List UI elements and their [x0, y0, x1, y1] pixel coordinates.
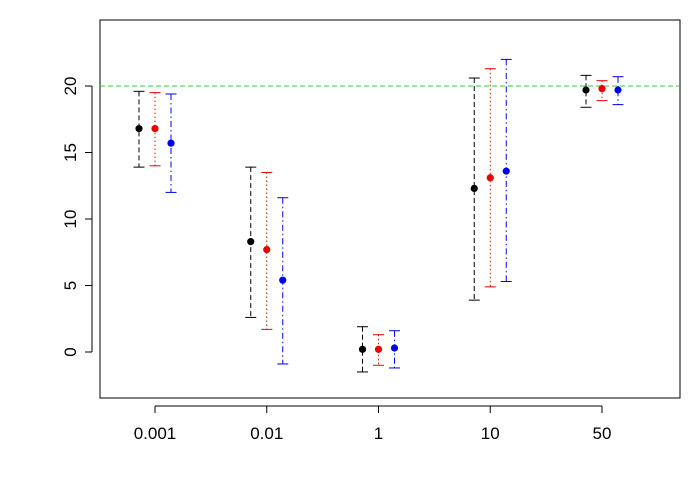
data-point — [470, 184, 478, 193]
data-point — [135, 124, 143, 133]
series-2 — [149, 68, 608, 366]
data-point — [614, 86, 622, 94]
x-tick-label: 0.01 — [250, 424, 283, 443]
plot-frame — [99, 19, 681, 399]
series-3 — [165, 58, 624, 369]
y-tick-label: 15 — [61, 143, 80, 162]
y-tick-label: 5 — [61, 281, 80, 290]
data-point — [358, 345, 367, 353]
y-axis: 0 5 10 15 20 — [61, 77, 93, 357]
x-tick-label: 0.001 — [134, 424, 177, 443]
x-tick-label: 10 — [481, 424, 500, 443]
y-tick-label: 0 — [61, 347, 80, 356]
y-tick-label: 10 — [61, 210, 80, 229]
series-1 — [133, 74, 592, 373]
data-point — [263, 245, 271, 254]
data-point — [486, 174, 494, 182]
series-layer — [133, 58, 624, 373]
y-tick-label: 20 — [61, 77, 80, 96]
data-point — [167, 139, 175, 147]
data-point — [151, 124, 159, 133]
data-point — [582, 86, 590, 94]
x-tick-label: 50 — [593, 424, 612, 443]
data-point — [502, 167, 510, 175]
data-point — [247, 238, 255, 246]
x-axis: 0.001 0.01 1 10 50 — [134, 405, 612, 443]
data-point — [598, 85, 606, 93]
data-point — [279, 276, 287, 284]
data-point — [390, 344, 399, 352]
data-point — [374, 345, 383, 353]
x-tick-label: 1 — [374, 424, 383, 443]
